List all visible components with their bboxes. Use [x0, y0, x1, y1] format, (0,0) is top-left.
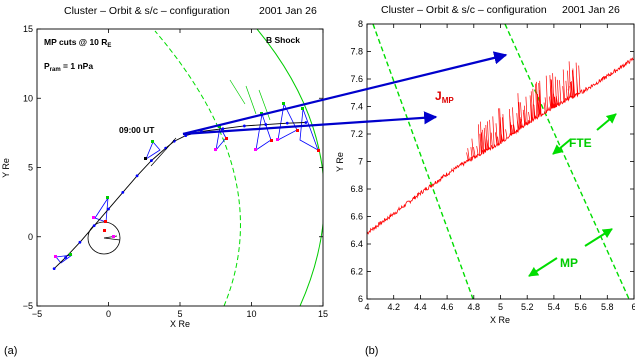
x-tick-label: 5.6 [574, 302, 587, 312]
mp-arrow-right [584, 228, 613, 247]
panel-b-date: 2001 Jan 26 [562, 4, 620, 16]
time-pointer-line [150, 137, 177, 167]
orbit-point [107, 207, 110, 211]
panel-b-xlabel: X Re [490, 315, 510, 325]
panel-a-ytick-labels: 15 10 5 0 −5 [23, 24, 33, 311]
x-tick-label: 5 [498, 302, 503, 312]
orbit-point [78, 240, 82, 244]
y-tick-label: 0 [28, 232, 33, 242]
bow-shock-label: B Shock [266, 35, 300, 45]
x-tick-label: 10 [246, 309, 256, 319]
bow-shock-curve [256, 29, 323, 306]
y-tick-label: 8 [358, 19, 363, 29]
time-label: 09:00 UT [119, 125, 155, 135]
orbit-point [285, 121, 289, 125]
fte-label: FTE [569, 136, 592, 150]
orbit-point [221, 127, 225, 131]
x-tick-label: 5.2 [521, 302, 534, 312]
x-tick-label: 6 [631, 302, 635, 312]
y-tick-label: 6.4 [350, 239, 363, 249]
panel-a-ylabel: Y Re [1, 158, 11, 178]
y-tick-label: 15 [23, 24, 33, 34]
orbit-point [242, 124, 246, 128]
current-density-trace [367, 57, 634, 235]
panel-b-ticks [366, 23, 635, 300]
x-tick-label: 15 [318, 309, 328, 319]
fte-arrow-up [596, 113, 617, 131]
mp-cuts-annotation: MP cuts @ 10 RE [44, 37, 111, 49]
orbit-point [150, 159, 153, 162]
panel-a-date: 2001 Jan 26 [259, 5, 317, 17]
y-tick-label: 7.4 [350, 102, 363, 112]
orbit-point [135, 174, 139, 178]
y-tick-label: 7.8 [350, 47, 363, 57]
x-tick-label: 4 [364, 302, 369, 312]
orbit-point [304, 121, 308, 124]
panel-a-plot [52, 29, 323, 306]
y-tick-label: 6.8 [350, 184, 363, 194]
zoom-arrow-upper [182, 51, 508, 136]
x-tick-label: 5.8 [601, 302, 614, 312]
fte-arrow-down [552, 138, 572, 155]
x-tick-label: 0 [106, 309, 111, 319]
panel-b-xtick-labels: 4 4.2 4.4 4.6 4.8 5 5.2 5.4 5.6 5.8 6 [364, 302, 635, 312]
magnetopause-model-curve [154, 30, 241, 306]
spacecraft-tetrahedra [55, 102, 319, 264]
y-tick-label: 5 [28, 163, 33, 173]
spacecraft-markers [54, 102, 320, 258]
x-tick-label: 4.6 [441, 302, 454, 312]
y-tick-label: 6.2 [350, 267, 363, 277]
panel-a: Cluster – Orbit & s/c – configuration 20… [1, 5, 328, 357]
y-tick-label: 7 [358, 157, 363, 167]
x-tick-label: 5.4 [548, 302, 561, 312]
x-tick-label: −5 [32, 309, 42, 319]
mp-cut-lines [229, 79, 271, 121]
x-tick-label: 4.8 [468, 302, 481, 312]
mp-label: MP [560, 256, 578, 270]
x-tick-label: 5 [177, 309, 182, 319]
orbit-points [52, 121, 308, 271]
y-tick-label: −5 [23, 301, 33, 311]
mp-model-line-1 [372, 24, 474, 299]
x-tick-label: 4.4 [414, 302, 427, 312]
jmp-label: JMP [435, 89, 454, 105]
orbit-point [52, 267, 56, 271]
y-tick-label: 7.2 [350, 129, 363, 139]
fte-spikes [466, 61, 581, 160]
x-tick-label: 4.2 [387, 302, 400, 312]
y-tick-label: 7.6 [350, 74, 363, 84]
y-tick-label: 10 [23, 93, 33, 103]
y-tick-label: 6.6 [350, 212, 363, 222]
panel-a-xtick-labels: −5 0 5 10 15 [32, 309, 328, 319]
orbit-point [264, 123, 268, 126]
orbit-point [121, 191, 125, 194]
panel-a-ticks [36, 28, 324, 307]
mp-model-line-2 [504, 24, 630, 299]
panel-b-tag: (b) [365, 345, 378, 357]
panel-b: Cluster – Orbit & s/c – configuration 20… [335, 4, 635, 357]
panel-a-title: Cluster – Orbit & s/c – configuration [64, 5, 230, 17]
orbit-point [92, 224, 96, 228]
orbit-point [64, 256, 67, 259]
pram-annotation: Pram = 1 nPa [44, 61, 93, 73]
panel-b-title: Cluster – Orbit & s/c – configuration [381, 4, 547, 16]
panel-b-plot [367, 24, 634, 299]
y-tick-label: 6 [358, 294, 363, 304]
panel-b-ytick-labels: 8 7.8 7.6 7.4 7.2 7 6.8 6.6 6.4 6.2 6 [350, 19, 363, 304]
panel-a-tag: (a) [4, 345, 17, 357]
mp-arrow-left [528, 257, 558, 277]
zoom-arrow-lower [182, 111, 438, 136]
orbit-line [53, 122, 306, 269]
panel-b-axes-box [366, 23, 635, 300]
panel-b-ylabel: Y Re [335, 152, 345, 172]
panel-a-xlabel: X Re [170, 319, 190, 329]
